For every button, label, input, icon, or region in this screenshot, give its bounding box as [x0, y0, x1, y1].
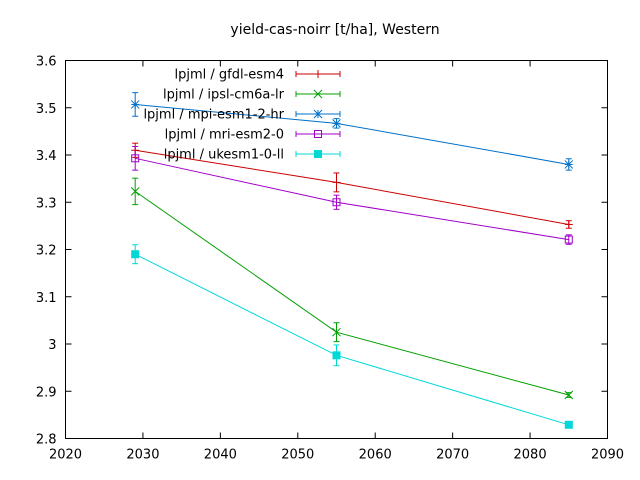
- data-point: [564, 235, 573, 244]
- data-point: [332, 327, 341, 337]
- legend-label: lpjml / mpi-esm1-2-hr: [143, 108, 284, 123]
- data-point: [564, 220, 573, 229]
- axes: 2020 2030 2040 2050 2060 2070 2080 2090 2.8 2.9 3 3…: [36, 55, 624, 463]
- marker-stroke: [313, 109, 323, 119]
- marker-shape: [564, 235, 573, 244]
- y-tick-label: 2.9: [36, 385, 57, 400]
- legend-label: lpjml / gfdl-esm4: [175, 68, 284, 83]
- series: [130, 177, 574, 400]
- x-tick-label: 2030: [126, 448, 159, 463]
- legend-entry: lpjml / gfdl-esm4: [175, 68, 341, 83]
- data-point: [564, 390, 574, 400]
- y-tick-label: 3.6: [36, 55, 57, 70]
- error-bar: [333, 194, 340, 210]
- x-tick-label: 2080: [514, 448, 547, 463]
- y-tick-label: 2.8: [36, 433, 57, 448]
- data-point: [314, 70, 322, 78]
- legend-entry: lpjml / mpi-esm1-2-hr: [143, 108, 341, 123]
- series-layer: [130, 92, 574, 429]
- legend-entry: lpjml / ipsl-cm6a-lr: [163, 88, 341, 103]
- x-tick-label: 2040: [204, 448, 237, 463]
- data-point: [332, 351, 341, 360]
- y-tick-label: 3: [48, 338, 56, 353]
- x-tick-label: 2020: [49, 448, 82, 463]
- data-point: [332, 178, 341, 187]
- error-bar: [132, 145, 139, 171]
- data-point: [313, 109, 323, 119]
- marker-stroke: [564, 390, 574, 400]
- x-tick-label: 2070: [436, 448, 469, 463]
- y-tick-label: 3.3: [36, 196, 57, 211]
- marker-shape: [131, 250, 140, 259]
- y-tick-label: 3.4: [36, 149, 57, 164]
- legend-label: lpjml / ipsl-cm6a-lr: [163, 88, 285, 103]
- legend-label: lpjml / mri-esm2-0: [165, 128, 284, 143]
- marker-stroke: [332, 327, 341, 337]
- y-tick-label: 3.5: [36, 102, 57, 117]
- chart-title: yield-cas-noirr [t/ha], Western: [230, 22, 439, 38]
- series: [131, 145, 573, 245]
- data-point: [314, 130, 322, 138]
- x-tick-label: 2090: [591, 448, 624, 463]
- marker-shape: [314, 150, 322, 158]
- data-point: [332, 198, 341, 207]
- marker-shape: [332, 198, 341, 207]
- y-tick-label: 3.2: [36, 244, 57, 259]
- data-point: [564, 160, 574, 169]
- series-line: [135, 157, 569, 241]
- data-point: [131, 250, 140, 259]
- marker-shape: [314, 130, 322, 138]
- legend-entry: lpjml / ukesm1-0-ll: [164, 148, 341, 163]
- series-line: [134, 253, 569, 426]
- marker-shape: [131, 154, 140, 163]
- marker-shape: [332, 351, 341, 360]
- marker-stroke: [332, 118, 341, 128]
- data-point: [314, 150, 322, 158]
- marker-shape: [564, 420, 573, 429]
- data-point: [130, 187, 140, 196]
- legend-label: lpjml / ukesm1-0-ll: [164, 148, 284, 163]
- marker-stroke: [130, 187, 140, 196]
- data-point: [131, 154, 140, 163]
- marker-stroke: [564, 160, 574, 169]
- marker-stroke: [313, 89, 323, 99]
- data-point: [564, 420, 573, 429]
- series-line: [134, 190, 569, 396]
- legend: lpjml / gfdl-esm4 lpjml / ipsl-cm6a-lr lpj…: [143, 68, 341, 163]
- series: [131, 244, 573, 429]
- x-tick-label: 2050: [281, 448, 314, 463]
- data-point: [313, 89, 323, 99]
- y-tick-label: 3.1: [36, 291, 57, 306]
- legend-entry: lpjml / mri-esm2-0: [165, 128, 341, 143]
- data-point: [130, 100, 140, 109]
- data-point: [332, 118, 341, 128]
- series: [130, 92, 574, 171]
- x-tick-label: 2060: [359, 448, 392, 463]
- marker-stroke: [130, 100, 140, 109]
